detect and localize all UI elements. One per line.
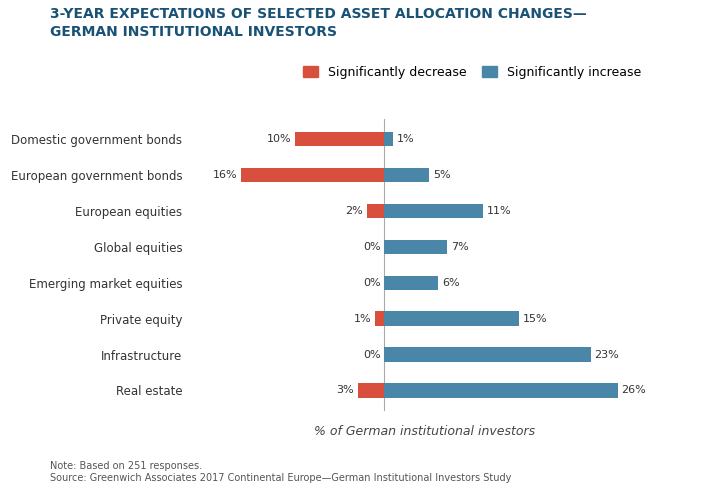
Text: 23%: 23% bbox=[594, 349, 619, 359]
Text: 11%: 11% bbox=[487, 206, 511, 216]
Text: 7%: 7% bbox=[451, 242, 469, 252]
Text: 5%: 5% bbox=[433, 170, 451, 180]
Bar bbox=[384, 311, 519, 326]
Text: 16%: 16% bbox=[213, 170, 238, 180]
Text: 26%: 26% bbox=[621, 386, 646, 396]
Text: 2%: 2% bbox=[345, 206, 363, 216]
Text: 1%: 1% bbox=[354, 314, 372, 324]
Bar bbox=[384, 276, 438, 290]
Text: 3-YEAR EXPECTATIONS OF SELECTED ASSET ALLOCATION CHANGES—
GERMAN INSTITUTIONAL I: 3-YEAR EXPECTATIONS OF SELECTED ASSET AL… bbox=[50, 7, 587, 39]
Text: Note: Based on 251 responses.
Source: Greenwich Associates 2017 Continental Euro: Note: Based on 251 responses. Source: Gr… bbox=[50, 461, 512, 483]
Bar bbox=[384, 383, 618, 397]
Bar bbox=[384, 204, 483, 218]
Legend: Significantly decrease, Significantly increase: Significantly decrease, Significantly in… bbox=[298, 61, 647, 84]
Bar bbox=[384, 132, 393, 147]
Bar bbox=[376, 311, 384, 326]
Bar bbox=[384, 347, 590, 362]
Bar bbox=[358, 383, 384, 397]
Text: 6%: 6% bbox=[442, 278, 459, 288]
Text: 0%: 0% bbox=[364, 278, 381, 288]
Text: 10%: 10% bbox=[266, 134, 291, 144]
Bar bbox=[384, 240, 447, 254]
Bar bbox=[366, 204, 384, 218]
Bar bbox=[294, 132, 384, 147]
Text: 15%: 15% bbox=[523, 314, 547, 324]
Bar bbox=[241, 168, 384, 182]
X-axis label: % of German institutional investors: % of German institutional investors bbox=[314, 425, 536, 438]
Text: 3%: 3% bbox=[336, 386, 354, 396]
Text: 1%: 1% bbox=[397, 134, 415, 144]
Bar bbox=[384, 168, 429, 182]
Text: 0%: 0% bbox=[364, 242, 381, 252]
Text: 0%: 0% bbox=[364, 349, 381, 359]
